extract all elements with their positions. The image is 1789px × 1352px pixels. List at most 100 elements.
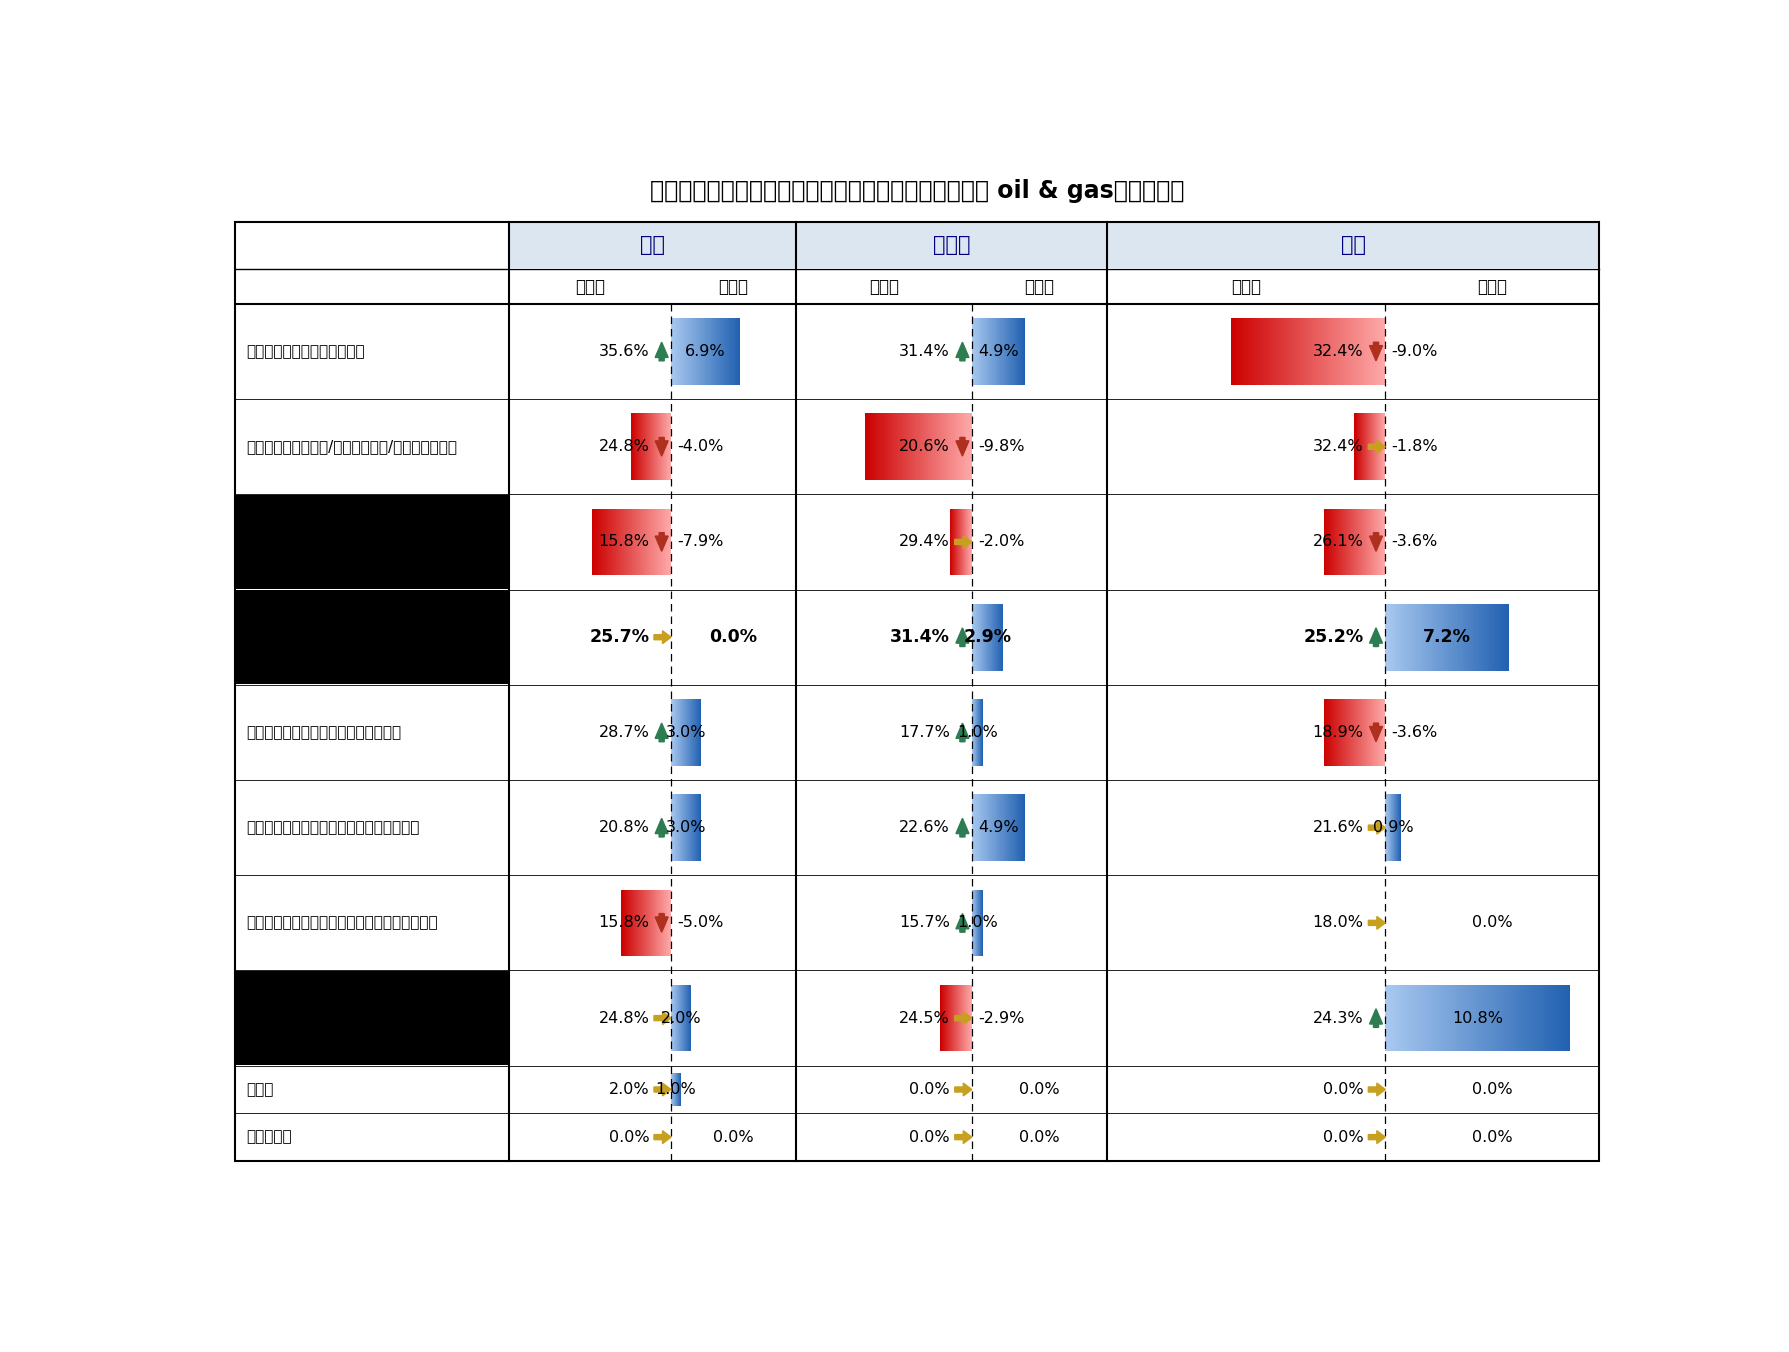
Text: ペネトレーションテストでの悪い結果を受けて: ペネトレーションテストでの悪い結果を受けて xyxy=(247,915,438,930)
Text: 24.8%: 24.8% xyxy=(598,439,649,454)
Polygon shape xyxy=(1367,1130,1385,1144)
Text: 1.0%: 1.0% xyxy=(655,1082,696,1096)
Text: 0.0%: 0.0% xyxy=(1471,915,1512,930)
Polygon shape xyxy=(1369,342,1381,361)
Polygon shape xyxy=(655,818,667,837)
Text: 18.9%: 18.9% xyxy=(1311,725,1363,740)
Text: 2.0%: 2.0% xyxy=(608,1082,649,1096)
Text: 0.9%: 0.9% xyxy=(1372,821,1413,836)
Text: 26.1%: 26.1% xyxy=(1311,534,1363,549)
Text: ドイツ: ドイツ xyxy=(932,235,970,256)
Text: 17.7%: 17.7% xyxy=(898,725,950,740)
Text: 0.0%: 0.0% xyxy=(708,629,757,646)
Polygon shape xyxy=(653,1011,671,1025)
Text: 24.8%: 24.8% xyxy=(598,1010,649,1026)
Text: ３年後: ３年後 xyxy=(574,277,605,296)
Text: 4.9%: 4.9% xyxy=(977,821,1018,836)
Text: 変化率: 変化率 xyxy=(1476,277,1506,296)
Text: 変化率: 変化率 xyxy=(717,277,748,296)
Polygon shape xyxy=(1367,441,1385,453)
Polygon shape xyxy=(653,1130,671,1144)
Text: 25.2%: 25.2% xyxy=(1302,629,1363,646)
Polygon shape xyxy=(655,914,667,932)
Text: 他社へのサイバー攻撃の報道を受けて: 他社へのサイバー攻撃の報道を受けて xyxy=(247,725,401,740)
Bar xyxy=(1107,222,1598,269)
Text: -2.0%: -2.0% xyxy=(977,534,1023,549)
Text: 31.4%: 31.4% xyxy=(889,629,950,646)
Polygon shape xyxy=(1369,627,1381,646)
Polygon shape xyxy=(1369,723,1381,742)
Text: 0.0%: 0.0% xyxy=(1322,1130,1363,1145)
Polygon shape xyxy=(954,535,971,549)
Text: 6.9%: 6.9% xyxy=(685,343,725,360)
Bar xyxy=(236,589,508,684)
Text: 米国: 米国 xyxy=(639,235,664,256)
Text: 0.0%: 0.0% xyxy=(909,1082,950,1096)
Text: 「サイバーセキュリティ対策を実装する理由」（国別 oil & gas業界比較）: 「サイバーセキュリティ対策を実装する理由」（国別 oil & gas業界比較） xyxy=(649,180,1184,203)
Text: -3.6%: -3.6% xyxy=(1390,534,1437,549)
Polygon shape xyxy=(1367,917,1385,929)
Polygon shape xyxy=(655,438,667,456)
Polygon shape xyxy=(954,1130,971,1144)
Polygon shape xyxy=(955,438,968,456)
Text: 32.4%: 32.4% xyxy=(1313,439,1363,454)
Polygon shape xyxy=(1369,1009,1381,1028)
Polygon shape xyxy=(653,631,671,644)
Text: 15.8%: 15.8% xyxy=(598,534,649,549)
Text: 分からない: 分からない xyxy=(247,1130,292,1145)
Bar xyxy=(236,495,508,589)
Text: -9.8%: -9.8% xyxy=(977,439,1023,454)
Text: -3.6%: -3.6% xyxy=(1390,725,1437,740)
Bar xyxy=(236,971,508,1065)
Text: 4.9%: 4.9% xyxy=(977,343,1018,360)
Text: 0.0%: 0.0% xyxy=(608,1130,649,1145)
Text: -2.9%: -2.9% xyxy=(977,1010,1023,1026)
Polygon shape xyxy=(655,723,667,742)
Bar xyxy=(796,222,1106,269)
Polygon shape xyxy=(1367,1083,1385,1096)
Polygon shape xyxy=(655,342,667,361)
Polygon shape xyxy=(653,1083,671,1096)
Text: 日本: 日本 xyxy=(1340,235,1365,256)
Text: 35.6%: 35.6% xyxy=(598,343,649,360)
Text: 24.3%: 24.3% xyxy=(1313,1010,1363,1026)
Text: 25.7%: 25.7% xyxy=(589,629,649,646)
Text: 20.8%: 20.8% xyxy=(598,821,649,836)
Text: -9.0%: -9.0% xyxy=(1390,343,1437,360)
Polygon shape xyxy=(955,723,968,742)
Text: 変化率: 変化率 xyxy=(1023,277,1054,296)
Polygon shape xyxy=(955,342,968,361)
Text: 7.2%: 7.2% xyxy=(1422,629,1471,646)
Text: 0.0%: 0.0% xyxy=(712,1130,753,1145)
Text: -5.0%: -5.0% xyxy=(676,915,723,930)
Text: 22.6%: 22.6% xyxy=(898,821,950,836)
Polygon shape xyxy=(1367,821,1385,834)
Polygon shape xyxy=(954,1011,971,1025)
Text: 1.0%: 1.0% xyxy=(957,915,996,930)
Polygon shape xyxy=(955,818,968,837)
Text: ３年後: ３年後 xyxy=(868,277,898,296)
Polygon shape xyxy=(954,1083,971,1096)
Text: 10.8%: 10.8% xyxy=(1451,1010,1503,1026)
Text: -1.8%: -1.8% xyxy=(1390,439,1437,454)
Text: 15.8%: 15.8% xyxy=(598,915,649,930)
Text: 0.0%: 0.0% xyxy=(1471,1130,1512,1145)
Text: 0.0%: 0.0% xyxy=(1471,1082,1512,1096)
Text: 3.0%: 3.0% xyxy=(666,821,707,836)
Polygon shape xyxy=(1369,533,1381,552)
Text: 21.6%: 21.6% xyxy=(1311,821,1363,836)
Text: 0.0%: 0.0% xyxy=(1018,1130,1059,1145)
Text: ３年後: ３年後 xyxy=(1231,277,1261,296)
Text: ビジネスパートナー/クライアント/顧客からの要請: ビジネスパートナー/クライアント/顧客からの要請 xyxy=(247,439,456,454)
Text: 15.7%: 15.7% xyxy=(898,915,950,930)
Polygon shape xyxy=(655,533,667,552)
Text: 20.6%: 20.6% xyxy=(898,439,950,454)
Bar xyxy=(510,222,794,269)
Text: その他: その他 xyxy=(247,1082,274,1096)
Text: 2.0%: 2.0% xyxy=(660,1010,701,1026)
Text: -7.9%: -7.9% xyxy=(676,534,723,549)
Text: 0.0%: 0.0% xyxy=(1322,1082,1363,1096)
Text: 31.4%: 31.4% xyxy=(898,343,950,360)
Text: 28.7%: 28.7% xyxy=(598,725,649,740)
Text: -4.0%: -4.0% xyxy=(676,439,723,454)
